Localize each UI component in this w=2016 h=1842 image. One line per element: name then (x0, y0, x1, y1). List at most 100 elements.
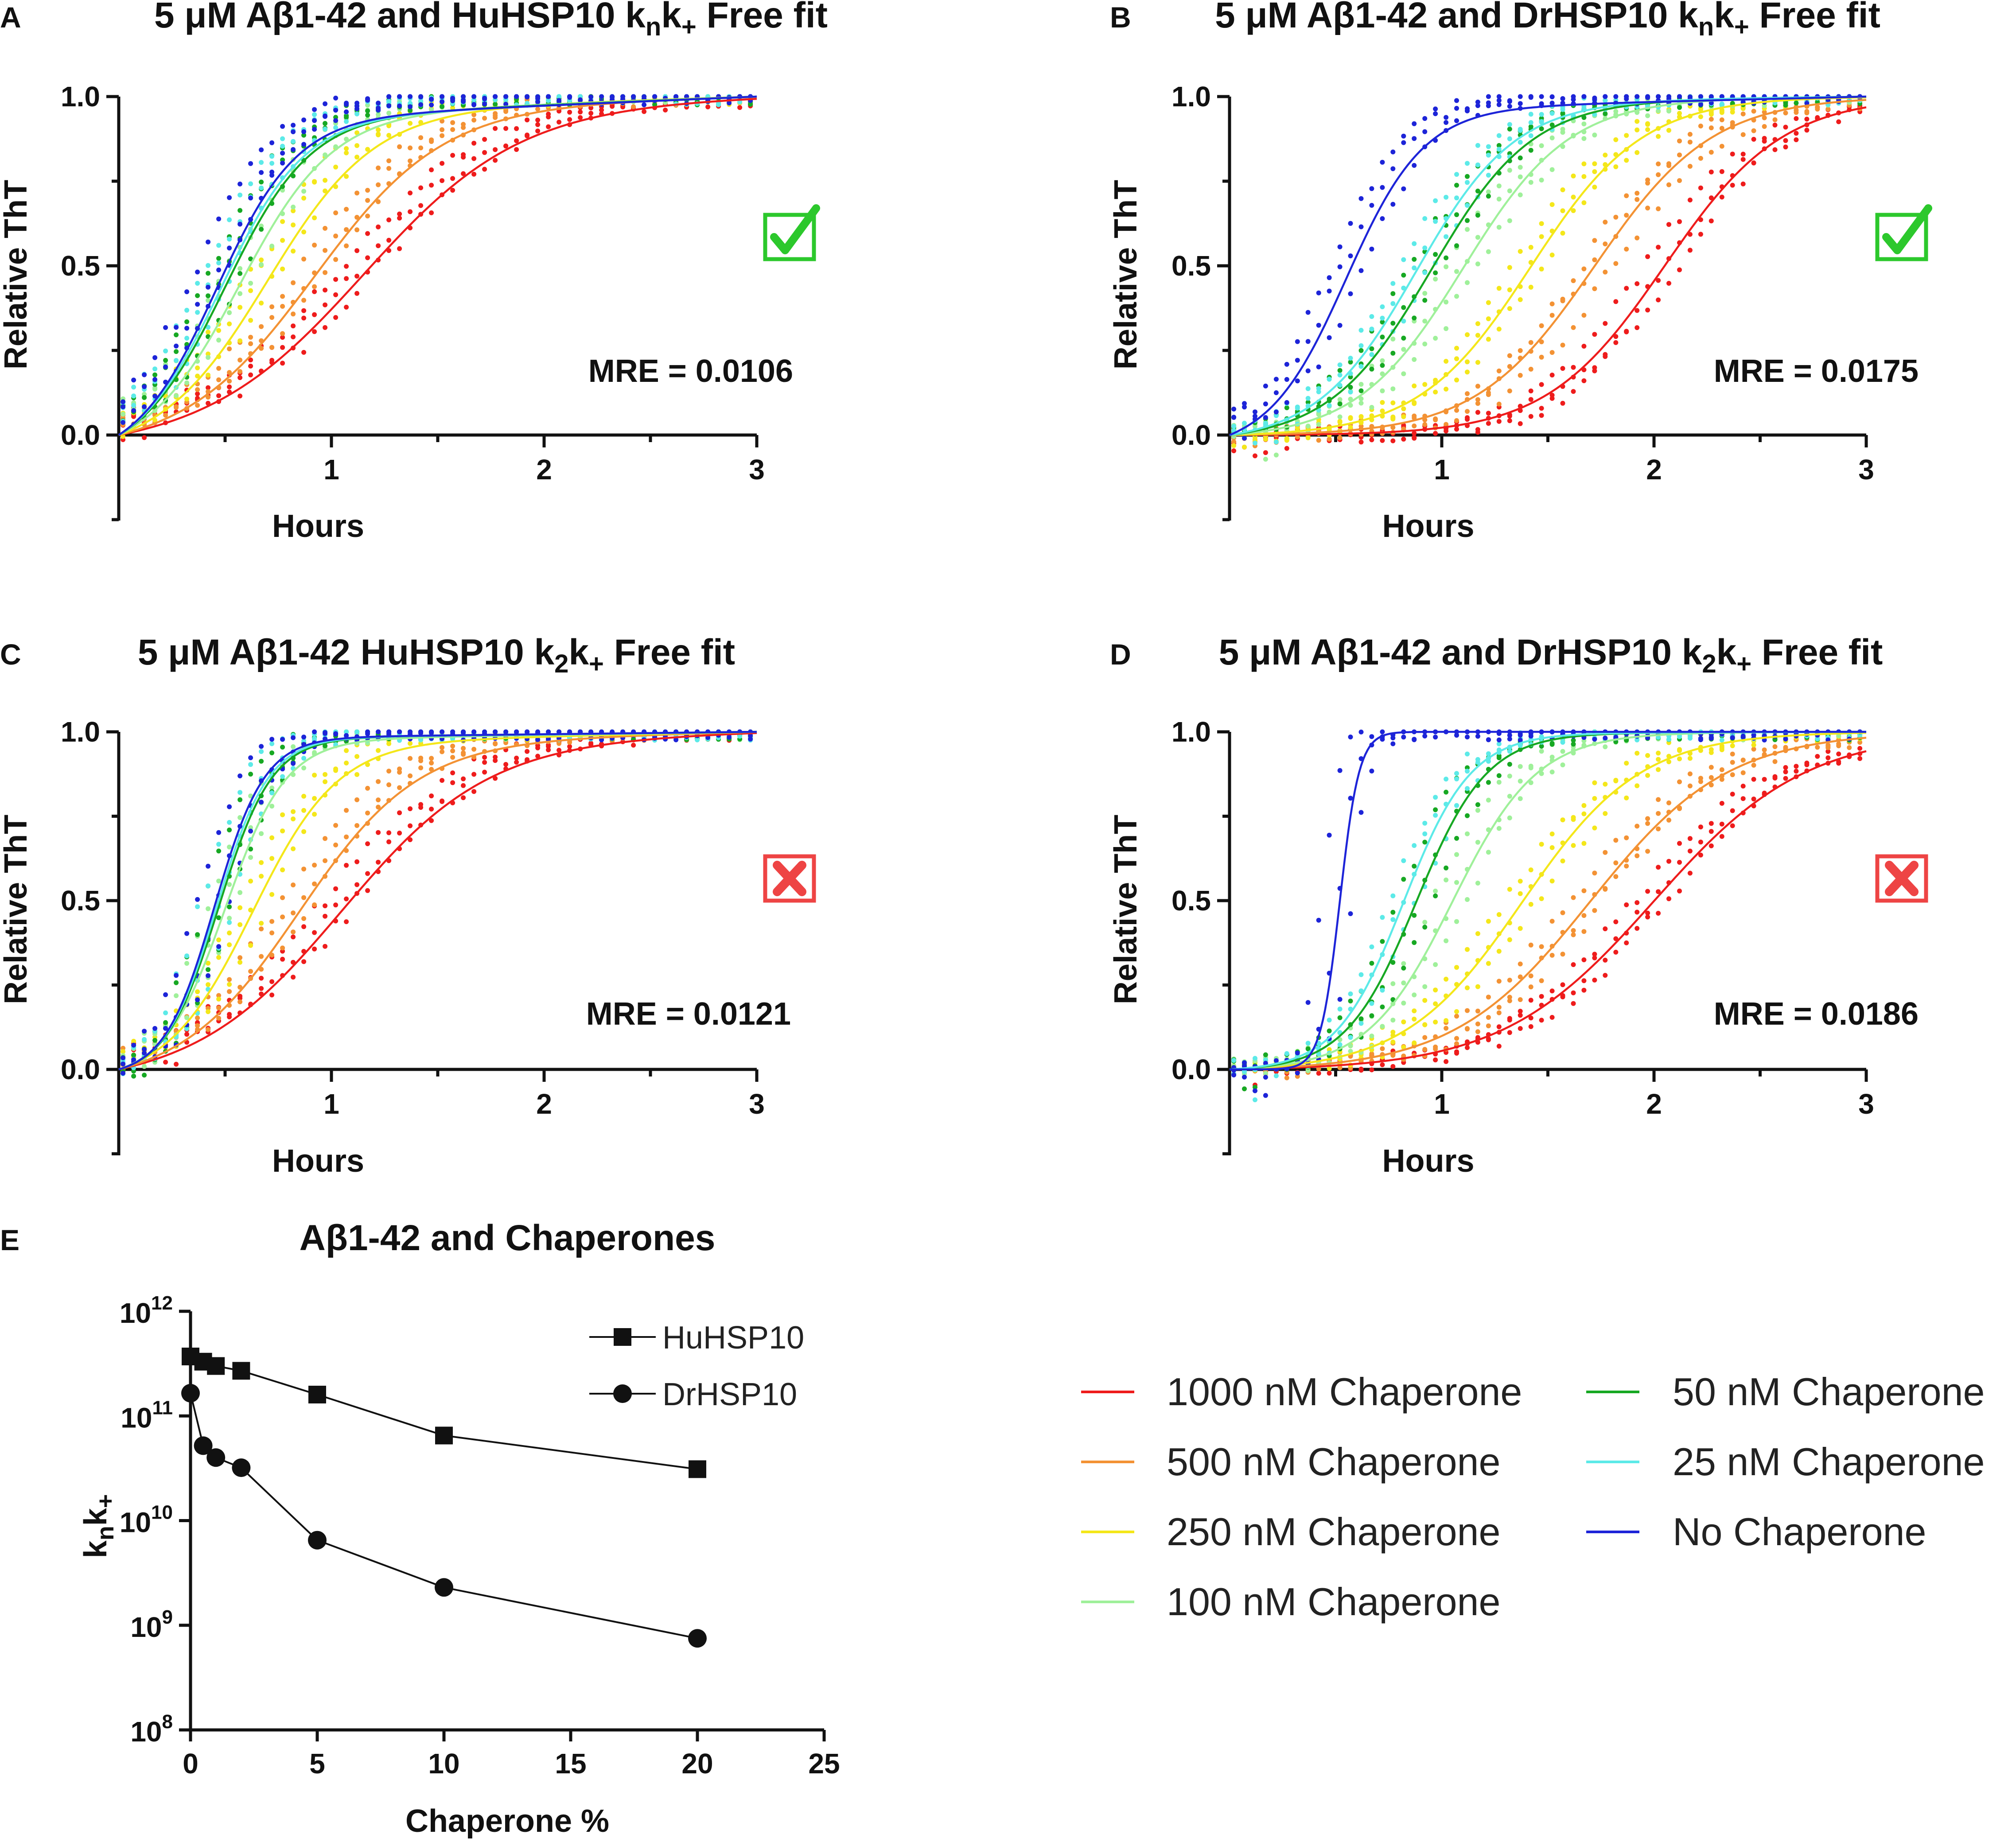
data-point (301, 308, 307, 313)
data-point (1327, 275, 1332, 280)
data-point (1369, 352, 1374, 357)
data-point (1507, 1030, 1512, 1035)
data-point (280, 144, 285, 149)
data-point (1751, 762, 1756, 768)
data-point (1390, 301, 1396, 306)
data-point (1422, 245, 1428, 251)
data-point (354, 882, 360, 887)
data-point (206, 298, 211, 303)
data-point (514, 760, 519, 765)
data-point (493, 101, 498, 107)
data-point (280, 335, 285, 340)
data-point (344, 264, 349, 269)
data-point (1518, 1013, 1523, 1018)
data-point (1348, 1049, 1353, 1054)
data-point (503, 729, 509, 734)
data-point (386, 839, 392, 844)
data-point (365, 198, 370, 203)
data-point (1444, 234, 1449, 239)
data-point (269, 856, 275, 861)
data-point (1433, 336, 1438, 341)
data-point (1475, 333, 1480, 338)
data-point (1465, 769, 1470, 774)
data-point (312, 812, 317, 817)
data-point (450, 127, 455, 132)
data-point (610, 94, 615, 99)
data-point (344, 119, 349, 124)
data-point (1539, 382, 1544, 387)
data-point (1772, 759, 1778, 764)
data-point (1698, 114, 1703, 119)
data-point (408, 190, 413, 196)
data-point (259, 185, 264, 190)
data-point (673, 737, 679, 742)
data-point (131, 408, 136, 413)
data-point (1762, 777, 1767, 782)
data-point (1581, 200, 1587, 206)
data-point (1687, 736, 1693, 741)
data-point (1305, 1046, 1311, 1052)
data-point (418, 729, 424, 734)
data-point (1751, 109, 1756, 114)
data-point (269, 161, 275, 166)
data-point (1804, 762, 1810, 767)
mre-label: MRE = 0.0106 (588, 354, 793, 389)
data-point (1794, 101, 1799, 106)
data-point (1263, 383, 1268, 389)
data-point (1401, 347, 1406, 352)
data-point (142, 384, 147, 389)
data-point (1624, 795, 1629, 801)
data-point (1465, 203, 1470, 208)
data-point (248, 825, 253, 830)
data-point (227, 942, 232, 948)
data-point (174, 393, 179, 398)
data-point (1454, 919, 1459, 924)
data-point (408, 756, 413, 761)
x-axis-label: Hours (1382, 509, 1474, 544)
data-point (1518, 878, 1523, 884)
data-point (1518, 128, 1523, 133)
data-point (1412, 431, 1417, 436)
y-tick-label: 0.0 (61, 1053, 100, 1085)
data-point (588, 94, 594, 100)
data-point (259, 831, 264, 836)
data-point (1624, 940, 1629, 945)
data-point (1422, 925, 1428, 930)
data-point (1539, 1018, 1544, 1023)
data-point (1486, 249, 1491, 254)
data-point (301, 142, 307, 147)
data-point (440, 118, 445, 124)
data-point (1475, 401, 1480, 406)
data-point (1518, 961, 1523, 967)
data-point (1560, 208, 1565, 214)
data-point (1369, 366, 1374, 372)
data-point (1719, 94, 1724, 99)
data-point (1358, 268, 1364, 273)
data-point (1518, 764, 1523, 769)
data-point (1613, 919, 1619, 925)
data-point (461, 776, 466, 781)
data-point (1496, 826, 1502, 831)
data-point (365, 231, 370, 236)
data-point (1656, 297, 1661, 303)
data-point (1518, 974, 1523, 979)
data-point (1613, 860, 1619, 866)
data-point (1581, 344, 1587, 349)
data-point (269, 919, 275, 924)
data-point (493, 729, 498, 734)
data-point (184, 307, 190, 313)
data-point (1571, 843, 1576, 848)
data-point (1454, 183, 1459, 188)
data-point (1592, 169, 1597, 174)
data-point (1635, 853, 1640, 859)
data-point (1444, 789, 1449, 795)
data-point (1507, 762, 1512, 767)
data-point (333, 108, 339, 113)
data-point (1518, 926, 1523, 931)
data-point (450, 755, 455, 760)
data-point (1465, 786, 1470, 791)
data-point (1412, 121, 1417, 126)
data-point (471, 117, 477, 123)
data-point (1465, 369, 1470, 375)
data-point (1592, 368, 1597, 373)
